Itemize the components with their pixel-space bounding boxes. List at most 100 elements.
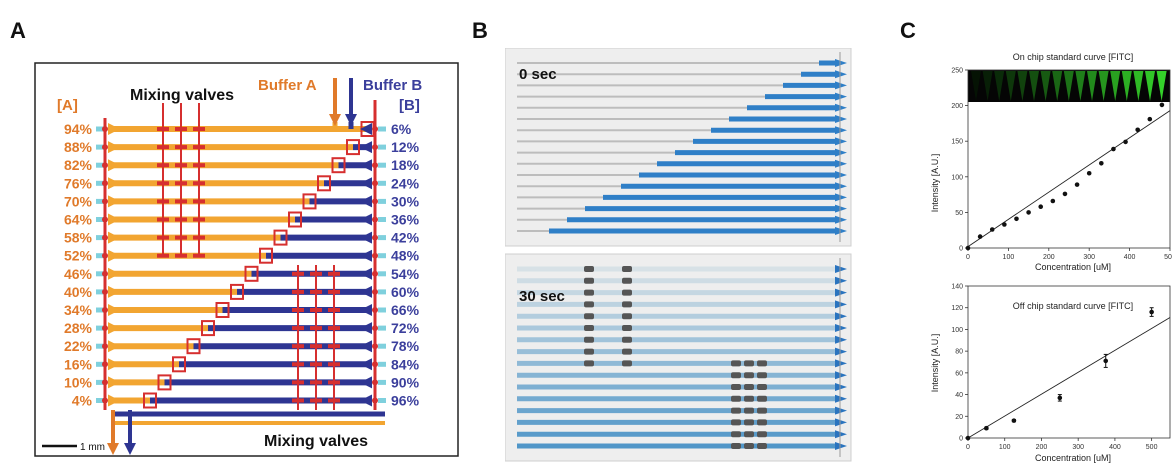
valve-marker [584, 277, 594, 284]
mixing-valve-pad [292, 308, 304, 312]
y-tick-label: 120 [951, 305, 963, 312]
mixer-junction [302, 193, 317, 210]
mixing-valve-pad [292, 362, 304, 367]
port-valve [372, 144, 378, 151]
channel-outlet [835, 115, 847, 123]
data-point [1159, 102, 1165, 108]
valve-marker [731, 431, 741, 438]
mixing-valve-pad [157, 127, 169, 131]
mixing-valve-pad [193, 145, 205, 150]
micrograph-0-sec-channels [517, 52, 847, 242]
mixing-valve-pad [292, 380, 304, 385]
channel-outlet [835, 371, 847, 380]
channel-outlet [835, 300, 847, 309]
valve-marker [622, 301, 632, 308]
right-concentration-label: 60% [391, 284, 420, 300]
valve-marker [622, 325, 632, 331]
chart-2-title: Off chip standard curve [FITC] [1013, 301, 1133, 311]
mixing-valve-pad [328, 344, 340, 349]
port-valve [372, 252, 378, 259]
x-tick-label: 400 [1124, 254, 1136, 261]
channel-taper-right [360, 340, 372, 353]
channel-outlet [835, 430, 847, 439]
valve-marker [744, 372, 754, 379]
port-valve [372, 397, 378, 404]
outlet-port [378, 271, 386, 277]
data-point [1011, 418, 1017, 423]
valve-marker [757, 395, 767, 402]
channel-outlet [835, 359, 847, 368]
scale-bar-label: 1 mm [80, 442, 105, 453]
valve-marker [731, 384, 741, 390]
channel-taper-right [360, 159, 372, 172]
y-tick-label: 0 [959, 246, 963, 253]
channel-outlet [835, 347, 847, 356]
valve-marker [584, 325, 594, 331]
mixing-valve-pad [157, 163, 169, 168]
channel-taper-right [360, 304, 372, 316]
channel-taper-left [108, 177, 120, 190]
mixing-valve-pad [292, 326, 304, 331]
plot-frame [967, 285, 1171, 439]
right-concentration-label: 30% [391, 193, 420, 209]
fluorescence-band [1005, 71, 1016, 101]
port-valve [372, 234, 378, 241]
port-valve [372, 288, 378, 295]
channel-taper-left [108, 159, 120, 172]
mixing-valve-pad [193, 235, 205, 240]
data-point [1086, 170, 1092, 176]
channel-taper-right [360, 123, 372, 135]
data-point [965, 435, 971, 441]
data-point [965, 245, 971, 251]
fluorescence-band [1063, 71, 1074, 101]
port-valve [372, 216, 378, 223]
port-valve [372, 379, 378, 386]
left-concentration-label: 28% [64, 320, 93, 336]
panel-c-charts: On chip standard curve [FITC] 0 100 200 300… [930, 52, 1172, 463]
valve-marker [584, 266, 594, 272]
channel-outlet [835, 418, 847, 427]
valve-marker [731, 419, 741, 426]
mixer-junction [331, 157, 346, 174]
channel-taper-left [108, 376, 120, 389]
x-tick-label: 100 [999, 444, 1011, 451]
data-point [1149, 309, 1154, 315]
mixing-valve-pad [175, 235, 187, 240]
valve-marker [731, 372, 741, 379]
panel-letter-a: A [10, 18, 26, 43]
channel-outlet [835, 59, 847, 67]
fit-line [967, 110, 1171, 247]
time-label-0-sec: 0 sec [519, 66, 557, 83]
y-tick-label: 150 [951, 139, 963, 146]
fluorescence-band [1052, 71, 1063, 101]
chart-2-plot: 0 100 200 300 400 500 0 20 40 60 80 100 120 140 [951, 284, 1171, 451]
left-concentration-label: 40% [64, 284, 93, 300]
mixing-valve-pad [328, 308, 340, 312]
fluorescence-band [1017, 71, 1028, 101]
right-header-b: [B] [399, 97, 420, 114]
valve-marker [731, 443, 741, 449]
fluorescence-band [1075, 71, 1086, 101]
panel-b-micrographs: 0 sec 30 sec [505, 48, 852, 462]
plot-frame [967, 69, 1171, 249]
channel-outlet [835, 137, 847, 146]
right-concentration-label: 84% [391, 356, 420, 372]
fluorescence-band [1040, 71, 1051, 101]
fluorescence-band [971, 71, 981, 101]
micrograph-0-sec [505, 48, 852, 247]
channel-taper-right [360, 267, 372, 280]
channel-outlet [835, 148, 847, 157]
valve-marker [584, 348, 594, 355]
x-tick-label: 100 [1003, 254, 1015, 261]
fluorescence-band [982, 71, 993, 101]
mixing-valve-pad [310, 380, 322, 385]
port-valve [372, 343, 378, 350]
chart-1-plot: 0 100 200 300 400 500 0 50 100 150 200 250 [951, 68, 1172, 262]
inlet-port [96, 289, 104, 295]
chart-2-ylabel: Intensity [A.U.] [930, 334, 940, 393]
fluorescence-band [1087, 71, 1097, 101]
chart-2-xlabel: Concentration [uM] [1035, 453, 1111, 463]
port-valve [102, 198, 108, 205]
data-point [1050, 198, 1056, 204]
data-point [1062, 191, 1068, 197]
